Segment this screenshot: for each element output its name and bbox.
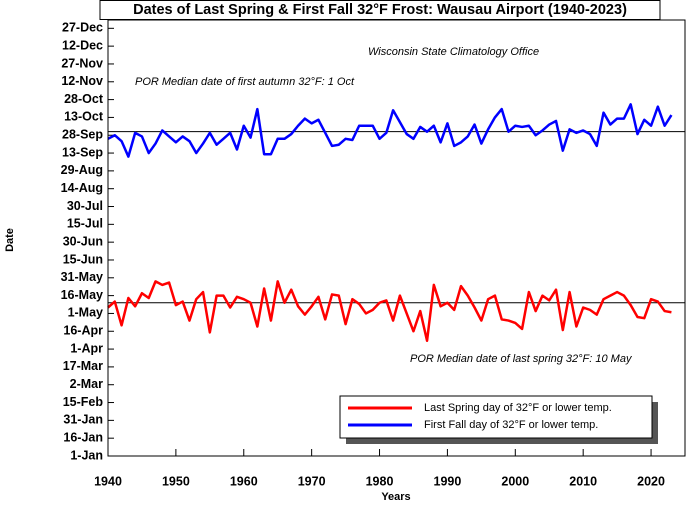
y-tick-label: 31-May <box>61 270 103 284</box>
y-tick-label: 13-Oct <box>64 110 104 124</box>
y-tick-label: 14-Aug <box>61 181 103 195</box>
y-tick-label: 28-Oct <box>64 92 104 106</box>
y-tick-label: 15-Feb <box>63 395 104 409</box>
x-tick-label: 2020 <box>637 474 665 488</box>
y-tick-label: 15-Jun <box>63 252 103 266</box>
series-line <box>107 103 673 158</box>
y-tick-label: 27-Nov <box>61 56 103 70</box>
y-tick-label: 30-Jul <box>67 199 103 213</box>
y-tick-label: 1-Jan <box>70 448 103 462</box>
y-tick-label: 12-Nov <box>61 74 103 88</box>
y-tick-label: 16-May <box>61 288 103 302</box>
y-tick-label: 13-Sep <box>62 145 103 159</box>
x-tick-label: 1990 <box>434 474 462 488</box>
annotation: Wisconsin State Climatology Office <box>368 46 539 58</box>
annotation: POR Median date of last spring 32°F: 10 … <box>410 353 633 365</box>
x-axis-label: Years <box>381 491 410 503</box>
y-tick-label: 2-Mar <box>70 377 103 391</box>
y-tick-label: 1-May <box>68 306 103 320</box>
y-tick-label: 27-Dec <box>62 21 103 35</box>
legend-label: Last Spring day of 32°F or lower temp. <box>424 402 612 414</box>
legend-label: First Fall day of 32°F or lower temp. <box>424 419 598 431</box>
legend-box <box>339 395 653 439</box>
x-tick-label: 1960 <box>230 474 258 488</box>
x-tick-label: 1970 <box>298 474 326 488</box>
series-line <box>107 280 672 343</box>
x-tick-label: 1980 <box>366 474 394 488</box>
y-tick-label: 30-Jun <box>63 234 103 248</box>
x-tick-label: 2000 <box>501 474 529 488</box>
y-tick-label: 31-Jan <box>63 413 103 427</box>
x-tick-label: 1950 <box>162 474 190 488</box>
y-tick-label: 17-Mar <box>63 359 103 373</box>
y-tick-label: 12-Dec <box>62 38 103 52</box>
y-axis-label: Date <box>4 228 16 252</box>
y-tick-label: 1-Apr <box>70 341 103 355</box>
y-tick-label: 29-Aug <box>61 163 103 177</box>
y-tick-label: 16-Apr <box>63 324 103 338</box>
annotation: POR Median date of first autumn 32°F: 1 … <box>135 76 355 88</box>
plot-border <box>107 19 686 457</box>
x-tick-label: 2010 <box>569 474 597 488</box>
chart-title: Dates of Last Spring & First Fall 32°F F… <box>133 2 627 18</box>
y-tick-label: 28-Sep <box>62 128 103 142</box>
x-tick-label: 1940 <box>94 474 122 488</box>
y-tick-label: 16-Jan <box>63 430 103 444</box>
y-tick-label: 15-Jul <box>67 217 103 231</box>
